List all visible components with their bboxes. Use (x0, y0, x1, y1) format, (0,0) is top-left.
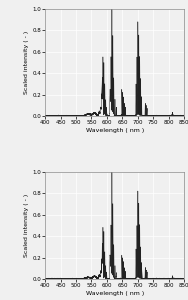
Y-axis label: Scaled intensity ( - ): Scaled intensity ( - ) (24, 194, 30, 257)
X-axis label: Wavelength ( nm ): Wavelength ( nm ) (86, 128, 144, 133)
Y-axis label: Scaled intensity ( - ): Scaled intensity ( - ) (24, 31, 30, 94)
X-axis label: Wavelength ( nm ): Wavelength ( nm ) (86, 291, 144, 296)
